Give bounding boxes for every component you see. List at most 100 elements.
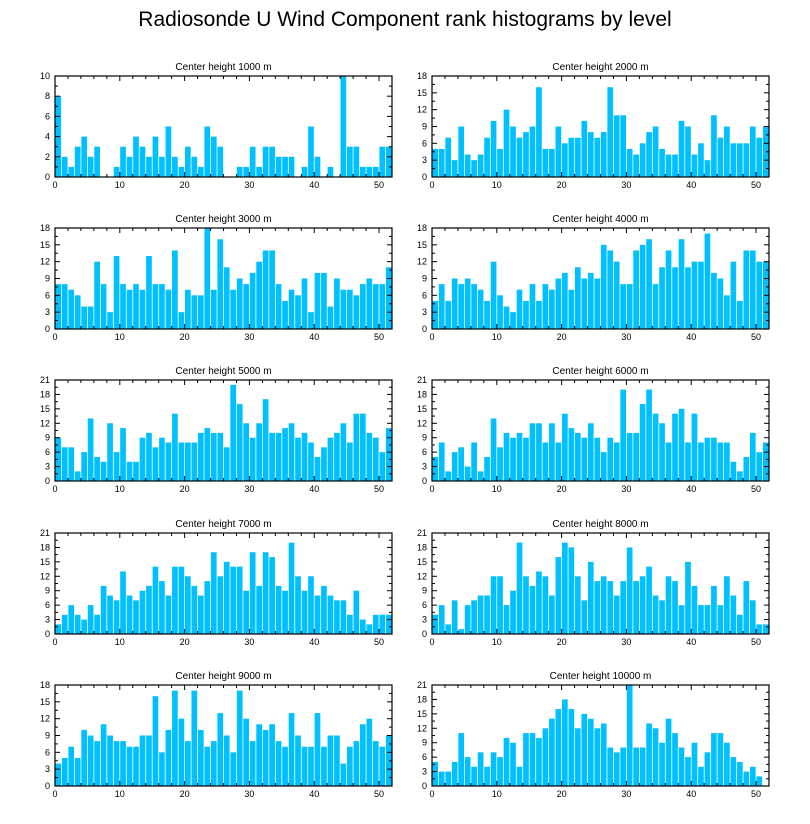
bar	[639, 576, 646, 634]
bar	[236, 690, 243, 786]
y-tick-label: 3	[45, 307, 50, 317]
bar	[217, 576, 224, 634]
x-tick-label: 50	[374, 180, 384, 190]
bar	[665, 154, 672, 177]
y-tick-label: 12	[40, 714, 50, 724]
x-tick-label: 0	[52, 332, 57, 342]
bar	[633, 154, 639, 177]
y-tick-label: 9	[45, 731, 50, 741]
bar	[327, 595, 334, 634]
x-tick-label: 20	[557, 637, 567, 647]
bar	[438, 284, 445, 329]
y-tick-label: 0	[422, 781, 427, 791]
x-tick-label: 20	[180, 789, 190, 799]
y-tick-label: 6	[422, 447, 427, 457]
bar	[711, 272, 717, 329]
y-tick-label: 3	[422, 155, 427, 165]
bar	[107, 595, 113, 634]
bar	[178, 566, 185, 634]
bar	[191, 585, 198, 634]
bar	[704, 437, 711, 481]
bar	[490, 261, 497, 329]
y-tick-label: 6	[422, 290, 427, 300]
bar	[236, 278, 243, 329]
bar	[347, 746, 353, 786]
bar	[282, 300, 288, 329]
bar	[282, 156, 288, 177]
panel-3: Center height 3000 m 0 10 20 30 40 50 0 3 6 9 12 15 1…	[40, 214, 393, 342]
x-tick-label: 30	[621, 180, 631, 190]
bar	[256, 585, 262, 634]
bar	[68, 289, 75, 329]
y-tick-label: 3	[45, 462, 50, 472]
bar	[359, 724, 366, 786]
bar	[555, 709, 562, 786]
y-tick-label: 0	[422, 629, 427, 639]
bar	[366, 718, 373, 786]
x-tick-label: 10	[492, 484, 502, 494]
bar	[87, 306, 94, 329]
bar	[236, 166, 243, 177]
bar	[678, 747, 685, 786]
bar	[74, 614, 81, 634]
bar	[639, 143, 646, 177]
bar	[484, 300, 490, 329]
bar	[711, 585, 717, 634]
y-tick-label: 15	[417, 240, 427, 250]
bar	[639, 747, 646, 786]
bar	[120, 571, 126, 634]
bar	[665, 718, 672, 786]
bar	[704, 233, 711, 329]
bar	[756, 452, 763, 481]
bar	[736, 614, 743, 634]
x-tick-label: 50	[374, 789, 384, 799]
bar	[61, 614, 68, 634]
bar	[678, 239, 685, 329]
bar	[672, 581, 678, 634]
bar	[523, 576, 529, 634]
x-tick-label: 10	[492, 332, 502, 342]
bar	[55, 437, 62, 481]
bar	[633, 250, 639, 329]
bar	[445, 624, 452, 634]
bar	[100, 461, 107, 481]
x-tick-label: 40	[309, 180, 319, 190]
bar	[249, 552, 256, 634]
panel-1: Center height 1000 m 0 10 20 30 40 50 0 2 4 6 8 10	[40, 62, 393, 190]
bar	[61, 447, 68, 481]
bar	[385, 146, 392, 177]
bar	[256, 423, 262, 481]
bar	[372, 284, 379, 329]
bar	[308, 576, 314, 634]
bar	[236, 404, 243, 481]
bar	[288, 713, 295, 786]
bar	[107, 312, 113, 329]
bar	[87, 605, 94, 634]
y-tick-label: 9	[422, 433, 427, 443]
bar	[197, 295, 204, 329]
bar	[503, 109, 510, 177]
bar	[523, 300, 529, 329]
x-tick-label: 20	[180, 332, 190, 342]
panel-5: Center height 5000 m 0 10 20 30 40 50 0 3 6 9 12 15 1…	[40, 366, 393, 494]
bar	[100, 585, 107, 634]
bar	[613, 442, 620, 481]
bar	[321, 746, 327, 786]
bar	[282, 428, 288, 481]
bar	[451, 761, 458, 786]
bar	[762, 126, 769, 177]
bar	[717, 137, 724, 177]
bar	[536, 737, 542, 786]
bar	[275, 741, 282, 786]
panel-title: Center height 7000 m	[175, 519, 271, 530]
bar	[146, 735, 152, 786]
bar	[120, 741, 126, 786]
bar	[659, 148, 665, 177]
bar	[704, 752, 711, 786]
y-tick-label: 3	[45, 615, 50, 625]
bar	[594, 728, 601, 786]
panel-8: Center height 8000 m 0 10 20 30 40 50 0 3 6 9 12 15 1…	[417, 519, 770, 647]
bar	[497, 576, 503, 634]
x-tick-label: 0	[429, 637, 434, 647]
